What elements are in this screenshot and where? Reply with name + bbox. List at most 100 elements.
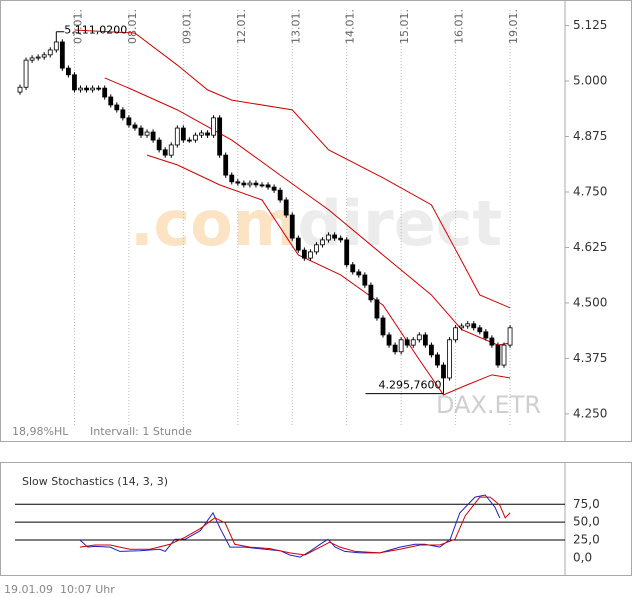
candle-body (59, 41, 65, 69)
candle-body (471, 323, 477, 329)
candle-body (435, 354, 440, 366)
x-tick-label: 14.01. (344, 9, 357, 44)
candle-body (326, 234, 331, 241)
candle-body (386, 334, 392, 346)
y-tick-label: 4.625 (573, 240, 607, 254)
y-tick-label: 4.750 (573, 184, 607, 198)
watermark-a: .com (130, 187, 298, 260)
candle-body (47, 49, 53, 56)
candle-body (72, 74, 77, 91)
candle-body (199, 132, 204, 136)
candle-body (489, 337, 495, 346)
candle-body (186, 139, 192, 142)
candle-body (404, 339, 410, 346)
y-tick-label: 0,0 (573, 550, 592, 564)
y-tick-label: 50,0 (573, 515, 600, 529)
candle-body (283, 199, 289, 216)
candle-body (356, 271, 362, 276)
x-tick-label: 19.01. (507, 9, 520, 44)
candle-body (453, 327, 459, 341)
candle-body (223, 154, 229, 176)
candle-body (465, 323, 471, 327)
candle-body (102, 87, 108, 98)
candle-body (156, 139, 162, 151)
candle-body (259, 184, 265, 187)
annotation: 4.295,7600 (379, 379, 442, 392)
stochastics-title: Slow Stochastics (14, 3, 3) (22, 475, 168, 488)
band-line (146, 154, 511, 396)
candle-body (150, 131, 156, 141)
stochastic-line (79, 494, 501, 558)
candle-body (362, 274, 368, 286)
footer-time: 10:07 Uhr (60, 583, 115, 596)
candle-body (120, 109, 126, 119)
x-tick-label: 12.01. (235, 9, 248, 44)
candle-body (332, 234, 338, 239)
band-line (74, 29, 511, 309)
candle-body (168, 144, 174, 156)
candle-body (162, 149, 168, 156)
candle-body (392, 344, 398, 353)
candle-body (265, 184, 271, 188)
x-tick-label: 15.01. (398, 9, 411, 44)
candle-body (416, 334, 422, 341)
candle-body (441, 364, 446, 379)
x-tick-label: 08.01. (126, 9, 139, 44)
candle-body (320, 239, 325, 246)
footer-date: 19.01.09 (4, 583, 53, 596)
candle-body (23, 59, 29, 88)
y-tick-label: 4.875 (573, 129, 607, 143)
candle-body (277, 189, 283, 201)
candle-body (368, 284, 374, 301)
candle-body (138, 127, 144, 136)
range-info: 18,98%HL (12, 425, 69, 438)
candle-body (35, 56, 41, 59)
y-tick-label: 4.250 (573, 406, 607, 420)
candle-body (78, 87, 83, 91)
candle-body (501, 344, 507, 366)
candle-body (410, 339, 416, 346)
candle-body (66, 67, 71, 76)
candle-body (428, 344, 434, 356)
y-tick-label: 5.000 (573, 74, 607, 88)
candle-body (374, 299, 380, 319)
candle-body (350, 264, 356, 273)
watermark: .comdirect (130, 187, 502, 260)
x-tick-label: 09.01. (180, 9, 193, 44)
candle-body (422, 334, 428, 346)
candle-body (235, 181, 241, 184)
instrument: DAX.ETR (436, 391, 541, 419)
candle-body (271, 186, 277, 191)
candle-body (338, 237, 344, 241)
candle-body (180, 127, 186, 141)
y-tick-label: 5.125 (573, 18, 607, 32)
y-tick-label: 25,0 (573, 533, 600, 547)
watermark-b: direct (298, 187, 503, 260)
candle-body (29, 57, 35, 61)
candle-body (289, 214, 295, 239)
candle-body (241, 182, 247, 186)
candle-body (205, 132, 210, 136)
candle-body (459, 325, 465, 329)
candle-body (53, 41, 59, 51)
candle-body (193, 134, 198, 141)
candle-body (217, 117, 223, 156)
candle-body (247, 182, 253, 186)
candle-body (447, 339, 452, 379)
candle-body (108, 96, 114, 106)
candle-body (211, 117, 217, 136)
candle-body (507, 327, 513, 346)
candle-body (17, 86, 23, 93)
candle-body (84, 87, 89, 91)
candle-body (114, 104, 120, 111)
candle-body (132, 124, 138, 129)
candle-body (144, 131, 150, 136)
candle-body (398, 339, 404, 353)
candle-body (295, 237, 301, 251)
candle-body (96, 87, 102, 90)
annotation: 5.111,0200 (64, 24, 127, 37)
y-tick-label: 4.500 (573, 295, 607, 309)
candle-body (253, 182, 259, 186)
